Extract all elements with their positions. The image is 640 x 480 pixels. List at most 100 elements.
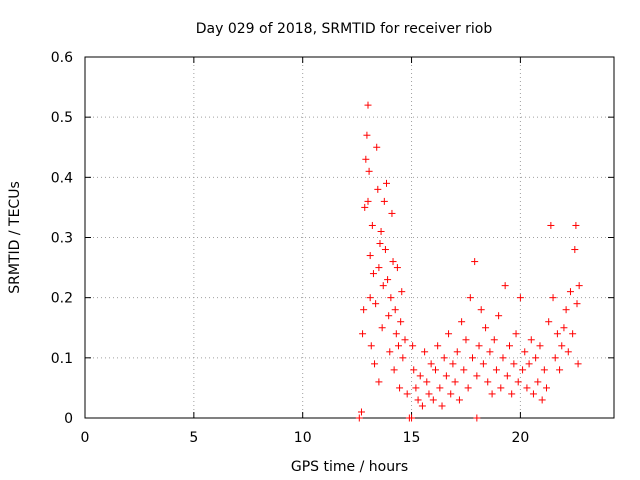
data-point xyxy=(547,221,555,229)
data-point xyxy=(388,209,396,217)
data-point xyxy=(396,384,404,392)
data-point xyxy=(508,390,516,398)
x-tick-label: 5 xyxy=(189,430,198,446)
data-point xyxy=(379,282,387,290)
data-point xyxy=(455,396,463,404)
y-tick-label: 0.3 xyxy=(51,231,73,247)
data-point xyxy=(366,252,374,260)
data-point xyxy=(497,384,505,392)
data-point xyxy=(394,342,402,350)
data-point xyxy=(499,354,507,362)
data-point xyxy=(562,306,570,314)
y-tick-label: 0.4 xyxy=(51,170,73,186)
data-point xyxy=(466,294,474,302)
data-point xyxy=(440,354,448,362)
data-point xyxy=(410,366,418,374)
data-point xyxy=(490,336,498,344)
data-point xyxy=(525,360,533,368)
x-tick-label: 10 xyxy=(294,430,312,446)
data-point xyxy=(575,282,583,290)
data-point xyxy=(380,197,388,205)
data-point xyxy=(386,348,394,356)
data-point xyxy=(409,342,417,350)
grid xyxy=(85,57,614,418)
data-point xyxy=(447,390,455,398)
data-point xyxy=(569,330,577,338)
data-point xyxy=(412,384,420,392)
data-point xyxy=(385,312,393,320)
data-point xyxy=(421,348,429,356)
data-point xyxy=(363,131,371,139)
data-point xyxy=(393,264,401,272)
data-point xyxy=(442,372,450,380)
data-point xyxy=(373,143,381,151)
data-point xyxy=(445,330,453,338)
data-point xyxy=(460,366,468,374)
data-point xyxy=(558,342,566,350)
data-points xyxy=(355,101,583,422)
y-tick-label: 0.1 xyxy=(51,351,73,367)
data-point xyxy=(368,221,376,229)
data-point xyxy=(375,378,383,386)
data-point xyxy=(438,402,446,410)
data-point xyxy=(538,396,546,404)
data-point xyxy=(514,378,522,386)
data-point xyxy=(355,414,363,422)
data-point xyxy=(556,366,564,374)
data-point xyxy=(464,384,472,392)
data-point xyxy=(523,384,531,392)
data-point xyxy=(519,366,527,374)
data-point xyxy=(384,276,392,284)
data-point xyxy=(453,348,461,356)
data-point xyxy=(371,360,379,368)
data-point xyxy=(376,240,384,248)
data-point xyxy=(521,348,529,356)
data-point xyxy=(360,306,368,314)
axis-ticks: 0 0.1 0.2 0.3 0.4 0.5 0.6 0 5 10 15 20 xyxy=(51,50,614,446)
x-tick-label: 15 xyxy=(403,430,421,446)
data-point xyxy=(468,354,476,362)
data-point xyxy=(367,342,375,350)
data-point xyxy=(462,336,470,344)
data-point xyxy=(492,366,500,374)
data-point xyxy=(381,246,389,254)
data-point xyxy=(434,342,442,350)
data-point xyxy=(479,360,487,368)
data-point xyxy=(516,294,524,302)
data-point xyxy=(377,227,385,235)
x-axis-label: GPS time / hours xyxy=(291,459,408,475)
data-point xyxy=(383,179,391,187)
data-point xyxy=(390,366,398,374)
data-point xyxy=(495,312,503,320)
data-point xyxy=(506,342,514,350)
data-point xyxy=(545,318,553,326)
data-point xyxy=(553,330,561,338)
data-point xyxy=(416,372,424,380)
data-point xyxy=(574,360,582,368)
data-point xyxy=(449,360,457,368)
data-point xyxy=(471,258,479,266)
data-point xyxy=(369,270,377,278)
data-point xyxy=(473,372,481,380)
data-point xyxy=(366,294,374,302)
data-point xyxy=(484,378,492,386)
data-point xyxy=(378,324,386,332)
data-point xyxy=(501,282,509,290)
data-point xyxy=(414,396,422,404)
y-axis-label: SRMTID / TECUs xyxy=(7,181,23,294)
data-point xyxy=(387,294,395,302)
data-point xyxy=(357,408,365,416)
data-point xyxy=(549,294,557,302)
y-tick-label: 0.6 xyxy=(51,50,73,66)
data-point xyxy=(389,258,397,266)
data-point xyxy=(399,354,407,362)
data-point xyxy=(364,197,372,205)
y-tick-label: 0.2 xyxy=(51,291,73,307)
data-point xyxy=(401,336,409,344)
y-tick-label: 0.5 xyxy=(51,110,73,126)
data-point xyxy=(573,300,581,308)
data-point xyxy=(359,330,367,338)
data-point xyxy=(362,155,370,163)
